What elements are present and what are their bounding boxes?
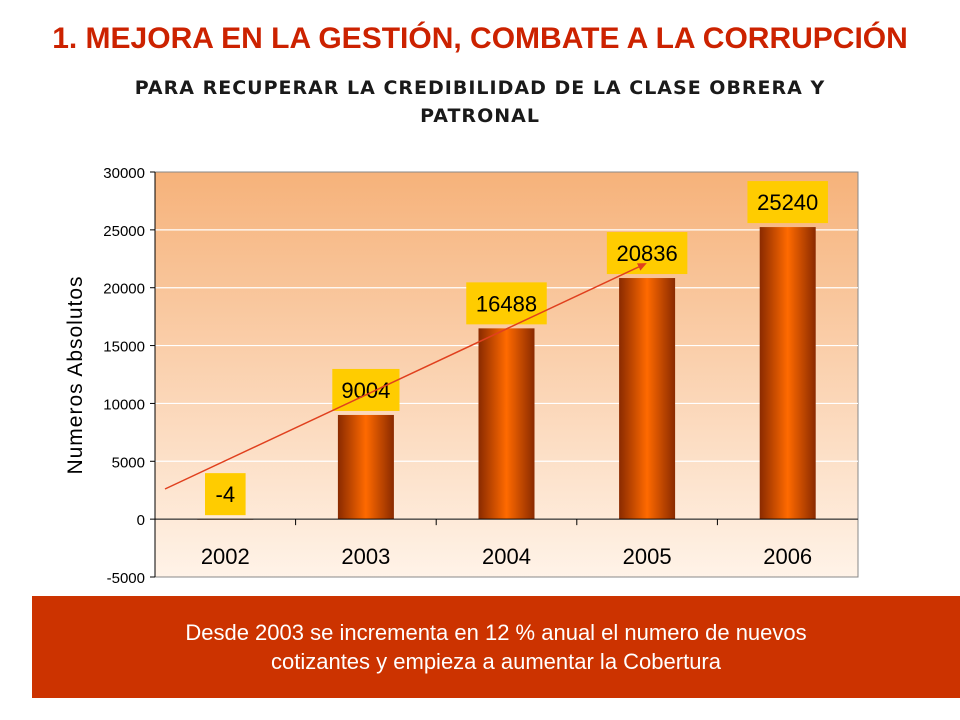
subtitle-line-1: PARA RECUPERAR LA CREDIBILIDAD DE LA CLA… xyxy=(134,77,826,99)
bars xyxy=(197,227,816,520)
y-tick-label: 15000 xyxy=(103,339,145,356)
data-label-text: -4 xyxy=(216,482,236,507)
note-line-2: cotizantes y empieza a aumentar la Cober… xyxy=(270,649,721,674)
data-label-box xyxy=(747,181,828,224)
data-label-2006: 25240 xyxy=(747,181,828,224)
bar-chart: 30000 25000 20000 15000 10000 5000 0 -5000 2002… xyxy=(64,165,859,587)
data-label-box xyxy=(332,368,400,411)
x-tick-label-2004: 2004 xyxy=(482,544,531,569)
y-tick-label: 0 xyxy=(137,512,145,529)
data-label-text: 16488 xyxy=(476,291,537,316)
page-title: 1. MEJORA EN LA GESTIÓN, COMBATE A LA CO… xyxy=(52,22,908,55)
y-tick-label: 10000 xyxy=(103,396,145,413)
y-tick-label: 25000 xyxy=(103,223,145,240)
y-tick-label: -5000 xyxy=(107,570,145,587)
data-label-2005: 20836 xyxy=(606,232,688,275)
y-axis-label: Numeros Absolutos xyxy=(64,275,87,474)
y-axis: 30000 25000 20000 15000 10000 5000 0 -5000 xyxy=(103,165,858,587)
data-label-2004: 16488 xyxy=(466,282,547,325)
trend-arrow xyxy=(164,263,647,490)
data-label-box xyxy=(466,282,547,325)
bar-2006 xyxy=(759,227,816,520)
x-tick-label-2006: 2006 xyxy=(763,544,812,569)
data-label-box xyxy=(606,232,688,275)
x-tick-label-2003: 2003 xyxy=(341,544,390,569)
data-label-text: 20836 xyxy=(617,241,678,266)
note-line-1: Desde 2003 se incrementa en 12 % anual e… xyxy=(185,620,807,645)
summary-note: Desde 2003 se incrementa en 12 % anual e… xyxy=(32,596,960,698)
subtitle-line-2: PATRONAL xyxy=(420,105,540,127)
bar-2005 xyxy=(619,278,676,520)
data-labels: -4 9004 16488 20836 25240 xyxy=(205,181,828,516)
y-tick-label: 5000 xyxy=(112,454,145,471)
x-tick-label-2005: 2005 xyxy=(623,544,672,569)
data-label-2002: -4 xyxy=(205,473,246,516)
data-label-box xyxy=(205,473,246,516)
bar-2004 xyxy=(478,328,535,520)
x-tick-label-2002: 2002 xyxy=(201,544,250,569)
page-subtitle: PARA RECUPERAR LA CREDIBILIDAD DE LA CLA… xyxy=(30,74,930,130)
data-label-2003: 9004 xyxy=(332,368,400,411)
y-tick-label: 30000 xyxy=(103,165,145,182)
data-label-text: 9004 xyxy=(341,378,390,403)
x-axis-categories: 2002 2003 2004 2005 2006 xyxy=(201,544,812,569)
bar-2003 xyxy=(337,414,394,520)
y-tick-label: 20000 xyxy=(103,281,145,298)
data-label-text: 25240 xyxy=(757,190,818,215)
